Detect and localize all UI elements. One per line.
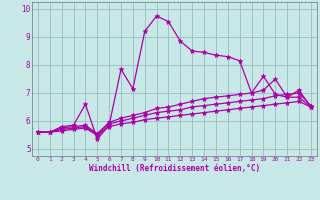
X-axis label: Windchill (Refroidissement éolien,°C): Windchill (Refroidissement éolien,°C) bbox=[89, 164, 260, 173]
